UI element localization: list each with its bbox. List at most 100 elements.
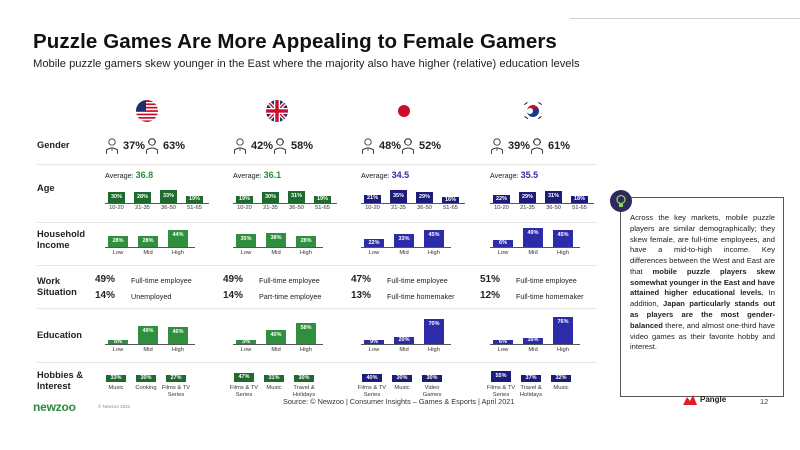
- female-person-icon: [146, 138, 158, 154]
- hobby-bar-label: Films & TV Series: [161, 385, 191, 398]
- work-pct: 51%: [480, 274, 501, 285]
- hobby-bar-label: Cooking: [135, 385, 157, 391]
- hobby-bar-label: Films & TV Series: [486, 385, 516, 398]
- row-label-education: Education: [37, 330, 82, 340]
- female-person-icon: [402, 138, 414, 154]
- hobby-bar: 33%: [106, 375, 126, 382]
- age-baseline: [233, 203, 337, 204]
- education-bar-label: Mid: [528, 347, 538, 353]
- income-bar-label: Mid: [528, 250, 538, 256]
- work-pct: 12%: [480, 290, 501, 301]
- education-bar-label: High: [300, 347, 312, 353]
- hobby-bar-label: Music: [266, 385, 282, 391]
- income-bar-label: High: [428, 250, 440, 256]
- row-divider: [37, 308, 597, 309]
- work-label: Full-time homemaker: [516, 292, 584, 301]
- row-divider: [37, 362, 597, 363]
- income-bar-label: Mid: [271, 250, 281, 256]
- education-bar-label: High: [172, 347, 184, 353]
- work-label: Full-time employee: [516, 276, 577, 285]
- work-label: Full-time homemaker: [387, 292, 455, 301]
- callout-bold-1: mobile puzzle players skew somewhat youn…: [630, 266, 775, 298]
- work-pct: 14%: [95, 290, 116, 301]
- education-bar-label: Mid: [399, 347, 409, 353]
- income-bar-label: Low: [497, 250, 509, 256]
- education-baseline: [361, 344, 451, 345]
- female-person-icon: [531, 138, 543, 154]
- age-bar: 22%: [493, 194, 510, 203]
- hobby-bar: 27%: [166, 375, 186, 382]
- lightbulb-icon: [610, 190, 632, 212]
- education-bar-label: Mid: [271, 347, 281, 353]
- age-average: Average: 35.5: [490, 170, 538, 180]
- income-bar: 22%: [364, 238, 384, 247]
- callout-text-2: In addition,: [630, 288, 775, 309]
- work-pct: 49%: [223, 274, 244, 285]
- education-bar: 6%: [493, 339, 513, 345]
- age-bar: 31%: [288, 191, 305, 203]
- uk-flag-icon: [266, 100, 288, 122]
- education-bar-label: Low: [497, 347, 509, 353]
- education-bar-label: Low: [368, 347, 380, 353]
- work-pct: 13%: [351, 290, 372, 301]
- education-bar: 76%: [553, 316, 573, 344]
- age-bar-label: 21-35: [391, 205, 406, 211]
- income-bar-label: High: [557, 250, 569, 256]
- income-bar: 28%: [138, 236, 158, 247]
- work-label: Full-time employee: [259, 276, 320, 285]
- row-label-work-situation: Work Situation: [37, 276, 77, 297]
- row-label-age: Age: [37, 183, 55, 193]
- age-bar-label: 21-35: [135, 205, 150, 211]
- education-bar: 3%: [236, 339, 256, 345]
- age-bar: 19%: [236, 195, 253, 203]
- age-bar: 30%: [108, 191, 125, 203]
- income-bar-label: Mid: [399, 250, 409, 256]
- hobby-bar: 55%: [491, 371, 511, 382]
- income-bar-label: High: [300, 250, 312, 256]
- education-bar: 49%: [138, 326, 158, 344]
- page-title: Puzzle Games Are More Appealing to Femal…: [33, 30, 557, 53]
- age-average-value: 36.1: [263, 170, 282, 180]
- income-bar: 49%: [523, 228, 543, 247]
- income-baseline: [105, 247, 195, 248]
- header-rule: [570, 18, 800, 19]
- work-pct: 47%: [351, 274, 372, 285]
- age-average-value: 34.5: [391, 170, 410, 180]
- age-bar-label: 10-20: [109, 205, 124, 211]
- page-subtitle: Mobile puzzle gamers skew younger in the…: [33, 58, 580, 70]
- education-bar-label: Low: [112, 347, 124, 353]
- hobby-bar-label: Music: [553, 385, 569, 391]
- age-bar: 19%: [186, 195, 203, 203]
- hobby-bar: 30%: [294, 375, 314, 382]
- age-average: Average: 36.8: [105, 170, 153, 180]
- age-bar-label: 51-65: [443, 205, 458, 211]
- income-baseline: [490, 247, 580, 248]
- age-bar-label: 10-20: [365, 205, 380, 211]
- education-bar: 58%: [296, 323, 316, 344]
- hobby-bar-label: Video Games: [422, 385, 442, 398]
- male-person-icon: [491, 138, 503, 154]
- age-bar: 18%: [571, 196, 588, 203]
- copyright-text: © Newzoo 2021: [98, 404, 131, 409]
- age-baseline: [105, 203, 209, 204]
- row-divider: [37, 222, 597, 223]
- education-bar: 16%: [523, 337, 543, 344]
- us-flag-icon: [136, 100, 158, 122]
- age-bar-label: 36-50: [161, 205, 176, 211]
- callout-bold-2: Japan particularly stands out as players…: [630, 299, 776, 330]
- age-bar: 31%: [545, 191, 562, 203]
- age-bar-label: 36-50: [546, 205, 561, 211]
- age-bar-label: 36-50: [289, 205, 304, 211]
- income-baseline: [361, 247, 451, 248]
- income-bar: 38%: [266, 232, 286, 247]
- income-bar: 35%: [236, 233, 256, 247]
- age-bar: 33%: [160, 190, 177, 203]
- age-bar: 35%: [390, 189, 407, 203]
- gender-female-pct: 58%: [291, 140, 314, 152]
- age-bar: 30%: [262, 191, 279, 203]
- gender-female-pct: 61%: [548, 140, 571, 152]
- page-number: 12: [760, 397, 769, 406]
- korea-flag-icon: [522, 100, 544, 122]
- age-average: Average: 36.1: [233, 170, 281, 180]
- source-note: Source: © Newzoo | Consumer Insights – G…: [283, 397, 515, 406]
